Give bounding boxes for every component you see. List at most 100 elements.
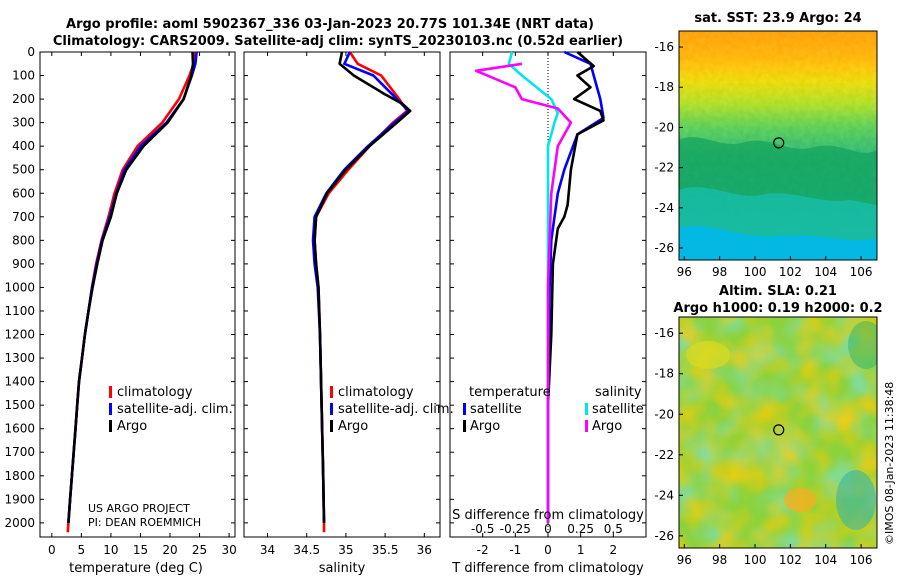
legend-swatch-sal-argo bbox=[585, 420, 588, 432]
x-tick-label: 2 bbox=[610, 543, 618, 557]
y-tick-label: 1100 bbox=[4, 304, 35, 318]
map-y-tick-label: -18 bbox=[654, 80, 674, 94]
legend-sal-satellite: satellite bbox=[592, 402, 644, 417]
s-tick-label: 0.25 bbox=[567, 522, 594, 536]
x-tick-label: 34.5 bbox=[293, 543, 320, 557]
map-y-tick-label: -20 bbox=[654, 120, 674, 134]
x-tick-label: 1 bbox=[577, 543, 585, 557]
series-line-temperature-satellite bbox=[546, 50, 605, 523]
legend-swatch-satellite-adj bbox=[109, 403, 112, 415]
y-tick-label: 400 bbox=[12, 139, 35, 153]
legend-swatch-climatology bbox=[330, 386, 333, 398]
y-tick-label: 1900 bbox=[4, 492, 35, 506]
y-tick-label: 600 bbox=[12, 186, 35, 200]
sla-map-image bbox=[679, 317, 877, 548]
salinity-plot: 34 34.5 35 35.5 36 bbox=[244, 51, 440, 557]
map-x-tick-label: 102 bbox=[779, 265, 802, 279]
legend-temp-satellite: satellite bbox=[470, 402, 522, 417]
temperature-plot: 0 5 10 15 20 25 30 bbox=[40, 51, 237, 557]
temperature-xlabel: temperature (deg C) bbox=[69, 561, 203, 576]
map-y-tick-label: -16 bbox=[654, 326, 674, 340]
y-tick-label: 100 bbox=[12, 69, 35, 83]
y-tick-label: 200 bbox=[12, 92, 35, 106]
x-tick-label: 35.5 bbox=[372, 543, 399, 557]
legend-argo: Argo bbox=[338, 419, 368, 434]
sla-map-argo-marker bbox=[773, 424, 785, 436]
y-tick-label: 0 bbox=[27, 45, 35, 59]
salinity-panel bbox=[243, 51, 441, 538]
x-tick-label: 20 bbox=[162, 543, 177, 557]
x-tick-label: 10 bbox=[103, 543, 118, 557]
credit-project: US ARGO PROJECT bbox=[88, 502, 190, 515]
series-line-salinity-argo bbox=[474, 62, 573, 523]
difference-legend: temperature satellite Argo salinity sate… bbox=[463, 385, 644, 434]
y-tick-label: 1300 bbox=[4, 351, 35, 365]
map-x-tick-label: 100 bbox=[744, 265, 767, 279]
sst-map-axes: 96 98 100 102 104 106 -16 -18 -20 -22 -24 -26 bbox=[654, 40, 872, 279]
map-x-tick-label: 106 bbox=[850, 553, 873, 567]
x-tick-label: 36 bbox=[417, 543, 432, 557]
sla-map-axes: 96 98 100 102 104 106 -16 -18 -20 -22 -24 -26 bbox=[654, 326, 872, 567]
y-tick-label: 1000 bbox=[4, 280, 35, 294]
map-y-tick-label: -22 bbox=[654, 448, 674, 462]
difference-xlabel: T difference from climatology bbox=[451, 561, 644, 576]
x-tick-label: 15 bbox=[133, 543, 148, 557]
x-tick-label: 5 bbox=[78, 543, 86, 557]
depth-axis: 0 100 200 300 400 500 600 700 800 900 1000 1100 1200… bbox=[4, 45, 35, 530]
legend-temp-argo: Argo bbox=[470, 419, 500, 434]
legend-swatch-satellite-adj bbox=[330, 403, 333, 415]
y-tick-label: 300 bbox=[12, 116, 35, 130]
map-x-tick-label: 96 bbox=[677, 265, 692, 279]
x-tick-label: 0 bbox=[544, 543, 552, 557]
s-tick-label: -0.25 bbox=[500, 522, 531, 536]
salinity-difference-xlabel: S difference from climatology bbox=[452, 508, 644, 523]
x-tick-label: -1 bbox=[509, 543, 521, 557]
sla-map-title-2: Argo h1000: 0.19 h2000: 0.2 bbox=[673, 301, 882, 316]
legend-swatch-temp-satellite bbox=[463, 403, 466, 415]
legend-swatch-argo bbox=[109, 420, 112, 432]
map-x-tick-label: 96 bbox=[677, 553, 692, 567]
x-tick-label: -2 bbox=[477, 543, 489, 557]
map-y-tick-label: -18 bbox=[654, 367, 674, 381]
temperature-panel bbox=[39, 51, 236, 538]
y-tick-label: 500 bbox=[12, 163, 35, 177]
salinity-legend: climatology satellite-adj. clim. Argo bbox=[330, 385, 454, 434]
sla-map-title-1: Altim. SLA: 0.21 bbox=[719, 284, 837, 299]
map-y-tick-label: -20 bbox=[654, 407, 674, 421]
map-y-tick-label: -24 bbox=[654, 488, 674, 502]
sst-map-frame bbox=[678, 30, 878, 261]
sla-map-frame bbox=[678, 316, 878, 549]
salinity-xlabel: salinity bbox=[319, 561, 366, 576]
map-x-tick-label: 100 bbox=[744, 553, 767, 567]
map-y-tick-label: -26 bbox=[654, 529, 674, 543]
legend-temperature-title: temperature bbox=[469, 385, 551, 400]
map-x-tick-label: 98 bbox=[712, 553, 727, 567]
legend-swatch-sal-satellite bbox=[585, 403, 588, 415]
map-y-tick-label: -26 bbox=[654, 241, 674, 255]
imos-timestamp: ©IMOS 08-Jan-2023 11:38:48 bbox=[883, 382, 896, 545]
x-tick-label: 0 bbox=[48, 543, 56, 557]
legend-swatch-temp-argo bbox=[463, 420, 466, 432]
legend-climatology: climatology bbox=[338, 385, 414, 400]
y-tick-label: 1200 bbox=[4, 328, 35, 342]
legend-argo: Argo bbox=[117, 419, 147, 434]
legend-swatch-climatology bbox=[109, 386, 112, 398]
x-tick-label: 30 bbox=[221, 543, 236, 557]
y-tick-label: 1700 bbox=[4, 445, 35, 459]
map-x-tick-label: 106 bbox=[850, 265, 873, 279]
y-tick-label: 1800 bbox=[4, 469, 35, 483]
y-tick-label: 1500 bbox=[4, 398, 35, 412]
x-tick-label: 34 bbox=[260, 543, 275, 557]
sst-map-title: sat. SST: 23.9 Argo: 24 bbox=[694, 11, 861, 26]
legend-salinity-title: salinity bbox=[595, 385, 642, 400]
legend-satellite-adj: satellite-adj. clim. bbox=[338, 402, 454, 417]
y-tick-label: 700 bbox=[12, 210, 35, 224]
s-tick-label: 0.5 bbox=[604, 522, 623, 536]
map-x-tick-label: 102 bbox=[779, 553, 802, 567]
series-line-argo bbox=[313, 51, 412, 523]
series-line-argo bbox=[67, 51, 195, 523]
temperature-legend: climatology satellite-adj. clim. Argo bbox=[109, 385, 233, 434]
x-tick-label: 25 bbox=[192, 543, 207, 557]
